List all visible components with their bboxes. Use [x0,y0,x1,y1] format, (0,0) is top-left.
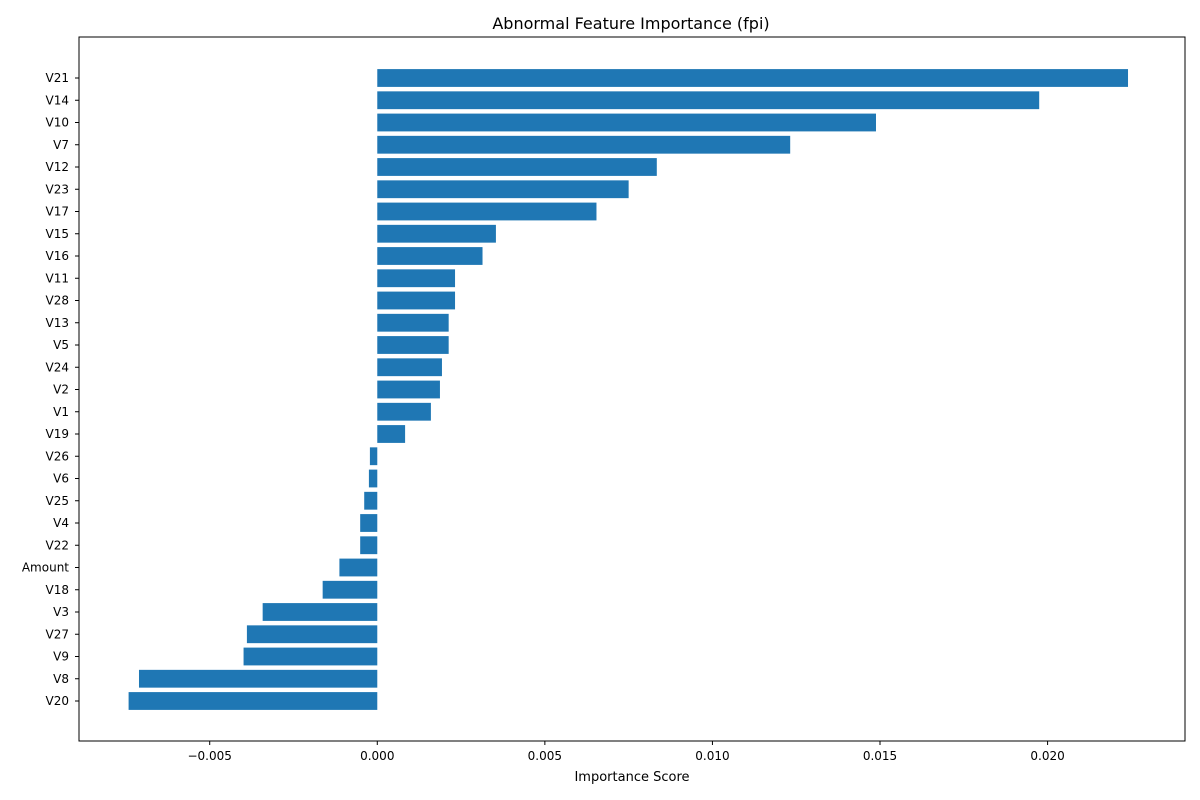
bar-v7 [377,135,791,154]
bar-v25 [364,491,378,510]
y-tick-label: V16 [46,249,69,263]
chart-title: Abnormal Feature Importance (fpi) [492,14,769,33]
bar-v5 [377,336,449,354]
x-axis-label: Importance Score [574,770,689,785]
y-tick-label: V24 [46,360,69,374]
y-tick-label: V28 [46,294,69,308]
y-tick-label: V18 [46,583,69,597]
bar-v6 [368,469,378,488]
y-tick-label: V21 [46,71,69,85]
y-tick-label: V12 [46,160,69,174]
bar-amount [339,558,378,577]
y-tick-label: V23 [46,182,69,196]
y-tick-label: V22 [46,538,69,552]
bar-v16 [377,247,483,265]
bar-v21 [377,69,1129,87]
bar-v26 [369,447,378,466]
bar-v12 [377,158,657,176]
y-tick-label: V13 [46,316,69,330]
bar-v18 [322,580,378,599]
y-tick-label: V27 [46,627,69,641]
bar-v14 [377,91,1040,110]
bar-v20 [128,692,378,710]
y-tick-label: V3 [53,605,69,619]
bar-v3 [262,603,378,621]
bar-v11 [377,269,456,288]
bar-v24 [377,358,442,377]
x-axis: −0.005 0.000 0.005 0.010 0.015 0.020 [187,741,1065,763]
y-tick-label: V25 [46,494,69,508]
bar-v8 [138,669,378,688]
bar-v19 [377,425,406,443]
y-tick-label: V19 [46,427,69,441]
y-tick-label: Amount [22,561,69,575]
bar-v9 [243,647,378,666]
plot-frame [78,36,1186,742]
y-tick-label: V10 [46,116,69,130]
y-tick-label: V2 [53,383,69,397]
y-tick-label: V5 [53,338,69,352]
bar-v13 [377,313,449,332]
y-tick-label: V20 [46,694,69,708]
y-tick-label: V7 [53,138,69,152]
bar-v10 [377,113,876,132]
x-tick-label: −0.005 [187,749,231,763]
bar-v15 [377,224,496,243]
x-tick-label: 0.010 [695,749,729,763]
y-tick-label: V1 [53,405,69,419]
y-tick-label: V9 [53,650,69,664]
y-tick-label: V8 [53,672,69,686]
bars [128,69,1129,710]
bar-v1 [377,402,431,421]
y-tick-label: V6 [53,472,69,486]
y-tick-label: V11 [46,271,69,285]
bar-v23 [377,180,629,199]
y-tick-label: V14 [46,93,69,107]
y-tick-label: V26 [46,449,69,463]
x-tick-label: 0.000 [360,749,394,763]
x-tick-label: 0.015 [863,749,897,763]
bar-v4 [360,514,378,532]
y-tick-label: V17 [46,205,69,219]
x-tick-label: 0.005 [528,749,562,763]
x-tick-label: 0.020 [1030,749,1064,763]
bar-v22 [360,536,378,555]
y-axis: V21 V14 V10 V7 V12 V23 V17 V15 V16 V11 V28 V13 V5 V24… [22,71,79,708]
y-tick-label: V4 [53,516,69,530]
bar-v2 [377,380,440,399]
bar-v17 [377,202,597,221]
bar-v28 [377,291,456,310]
bar-v27 [246,625,378,644]
y-tick-label: V15 [46,227,69,241]
